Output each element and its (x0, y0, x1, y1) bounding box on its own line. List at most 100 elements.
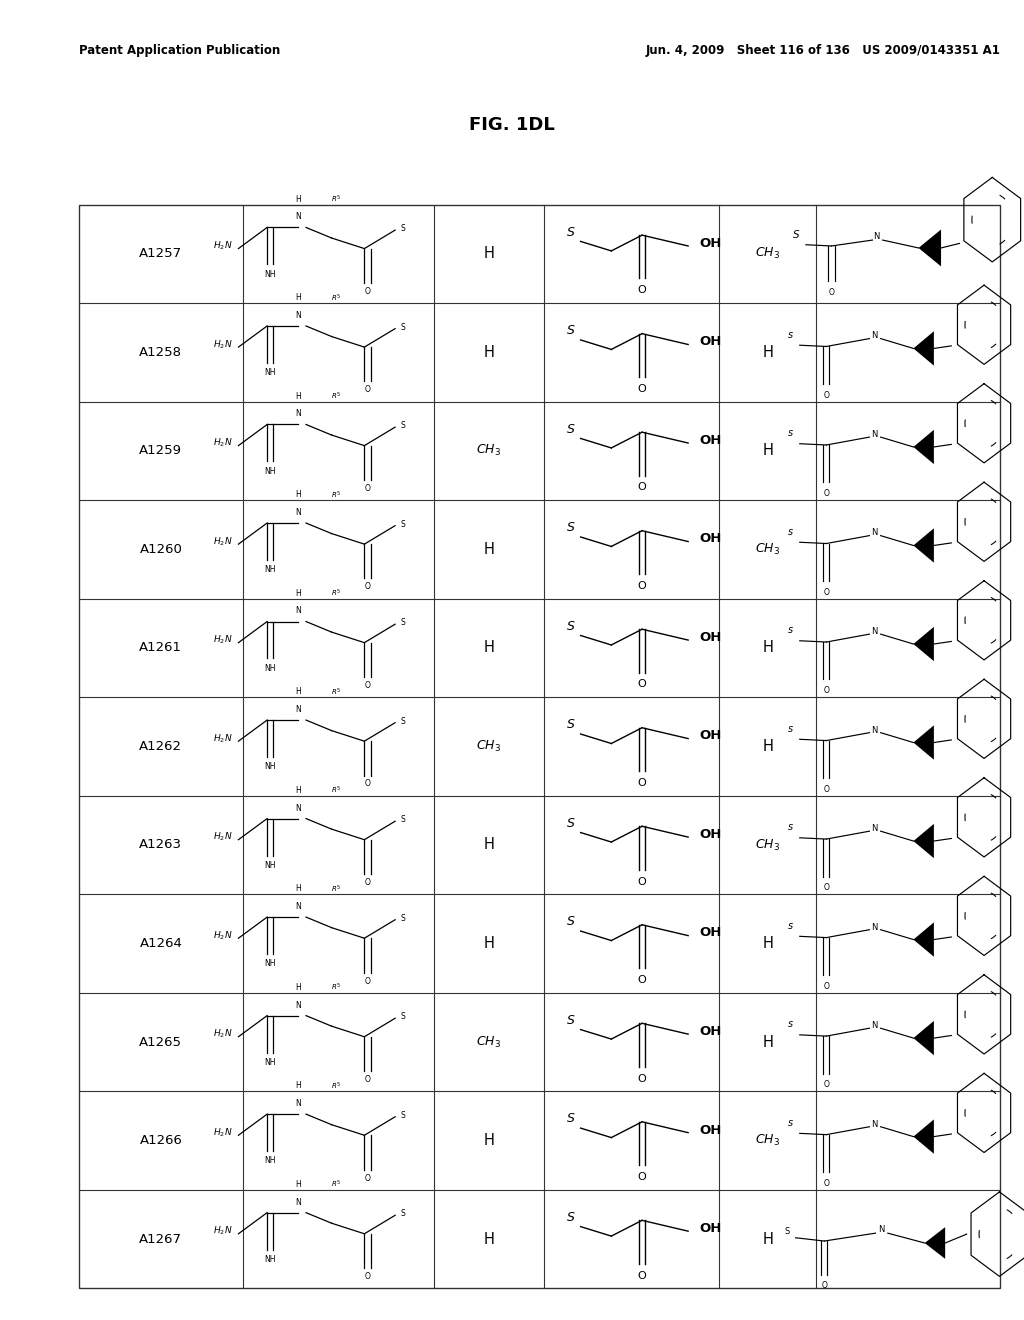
Text: N: N (295, 902, 301, 911)
Text: O: O (823, 785, 829, 793)
Text: H: H (483, 345, 495, 360)
Text: S: S (401, 1209, 406, 1218)
Text: $\mathit{S}$: $\mathit{S}$ (565, 422, 575, 436)
Text: H: H (762, 444, 773, 458)
Text: OH: OH (699, 1026, 722, 1038)
Text: $\mathit{s}$: $\mathit{s}$ (787, 428, 794, 438)
Text: A1260: A1260 (139, 543, 182, 556)
Text: OH: OH (699, 1123, 722, 1137)
Text: $\mathit{S}$: $\mathit{S}$ (565, 817, 575, 830)
Text: $\mathit{s}$: $\mathit{s}$ (787, 1118, 794, 1127)
Text: H: H (295, 983, 301, 991)
Polygon shape (913, 627, 934, 661)
Text: H: H (295, 1081, 301, 1090)
Text: O: O (638, 1073, 646, 1084)
Text: $\mathit{s}$: $\mathit{s}$ (787, 626, 794, 635)
Polygon shape (913, 331, 934, 366)
Text: H: H (762, 1035, 773, 1049)
Text: FIG. 1DL: FIG. 1DL (469, 116, 555, 135)
Text: $H_2N$: $H_2N$ (213, 338, 232, 351)
Text: OH: OH (699, 335, 722, 348)
Text: H: H (483, 1133, 495, 1148)
Text: H: H (295, 392, 301, 401)
Text: H: H (295, 884, 301, 894)
Text: $R^5$: $R^5$ (331, 292, 341, 304)
Text: H: H (483, 837, 495, 853)
Text: A1263: A1263 (139, 838, 182, 851)
Text: $CH_3$: $CH_3$ (476, 444, 502, 458)
Text: $H_2N$: $H_2N$ (213, 240, 232, 252)
Text: O: O (823, 982, 829, 991)
Text: O: O (638, 777, 646, 788)
Text: O: O (365, 582, 371, 591)
Text: $\mathit{s}$: $\mathit{s}$ (787, 330, 794, 339)
Text: S: S (401, 1111, 406, 1119)
Text: NH: NH (264, 762, 275, 771)
Text: A1257: A1257 (139, 247, 182, 260)
Text: $R^5$: $R^5$ (331, 1179, 341, 1191)
Text: $\mathit{s}$: $\mathit{s}$ (787, 723, 794, 734)
Bar (79, 205, 1000, 1288)
Text: A1262: A1262 (139, 741, 182, 752)
Polygon shape (913, 824, 934, 858)
Text: H: H (295, 785, 301, 795)
Text: $\mathit{s}$: $\mathit{s}$ (787, 527, 794, 537)
Text: O: O (828, 288, 835, 297)
Text: H: H (483, 247, 495, 261)
Text: $\mathit{s}$: $\mathit{s}$ (787, 822, 794, 832)
Text: $H_2N$: $H_2N$ (213, 1028, 232, 1040)
Text: H: H (762, 936, 773, 950)
Text: H: H (762, 640, 773, 656)
Text: N: N (871, 1022, 878, 1030)
Text: A1265: A1265 (139, 1035, 182, 1048)
Polygon shape (913, 1020, 934, 1055)
Text: H: H (762, 345, 773, 360)
Text: NH: NH (264, 269, 275, 279)
Text: N: N (871, 726, 878, 734)
Text: O: O (823, 490, 829, 499)
Text: NH: NH (264, 861, 275, 870)
Text: N: N (295, 312, 301, 319)
Text: H: H (295, 688, 301, 696)
Text: S: S (784, 1226, 791, 1236)
Text: A1261: A1261 (139, 642, 182, 655)
Text: NH: NH (264, 368, 275, 378)
Text: $CH_3$: $CH_3$ (476, 739, 502, 754)
Text: N: N (295, 508, 301, 517)
Text: S: S (401, 816, 406, 825)
Text: O: O (365, 977, 371, 986)
Text: $R^5$: $R^5$ (331, 391, 341, 403)
Text: $\mathit{S}$: $\mathit{S}$ (565, 521, 575, 535)
Text: $\mathit{s}$: $\mathit{s}$ (787, 921, 794, 931)
Text: O: O (823, 391, 829, 400)
Text: O: O (365, 484, 371, 492)
Polygon shape (913, 528, 934, 562)
Text: $R^5$: $R^5$ (331, 1080, 341, 1092)
Text: NH: NH (264, 664, 275, 673)
Text: S: S (401, 1012, 406, 1022)
Text: S: S (401, 224, 406, 234)
Text: N: N (295, 409, 301, 418)
Text: $H_2N$: $H_2N$ (213, 733, 232, 744)
Text: N: N (871, 331, 878, 341)
Text: $CH_3$: $CH_3$ (756, 837, 780, 853)
Text: NH: NH (264, 467, 275, 475)
Text: O: O (823, 1179, 829, 1188)
Text: O: O (365, 385, 371, 395)
Text: N: N (295, 705, 301, 714)
Text: Jun. 4, 2009   Sheet 116 of 136   US 2009/0143351 A1: Jun. 4, 2009 Sheet 116 of 136 US 2009/01… (645, 44, 1000, 57)
Text: S: S (401, 717, 406, 726)
Text: A1264: A1264 (139, 937, 182, 950)
Text: O: O (823, 1081, 829, 1089)
Text: NH: NH (264, 1057, 275, 1067)
Text: $\mathit{S}$: $\mathit{S}$ (565, 718, 575, 731)
Text: OH: OH (699, 730, 722, 742)
Text: N: N (871, 1119, 878, 1129)
Text: N: N (871, 430, 878, 440)
Text: S: S (401, 520, 406, 529)
Text: O: O (365, 1173, 371, 1183)
Text: $H_2N$: $H_2N$ (213, 1225, 232, 1237)
Text: $H_2N$: $H_2N$ (213, 929, 232, 942)
Text: OH: OH (699, 434, 722, 447)
Text: OH: OH (699, 631, 722, 644)
